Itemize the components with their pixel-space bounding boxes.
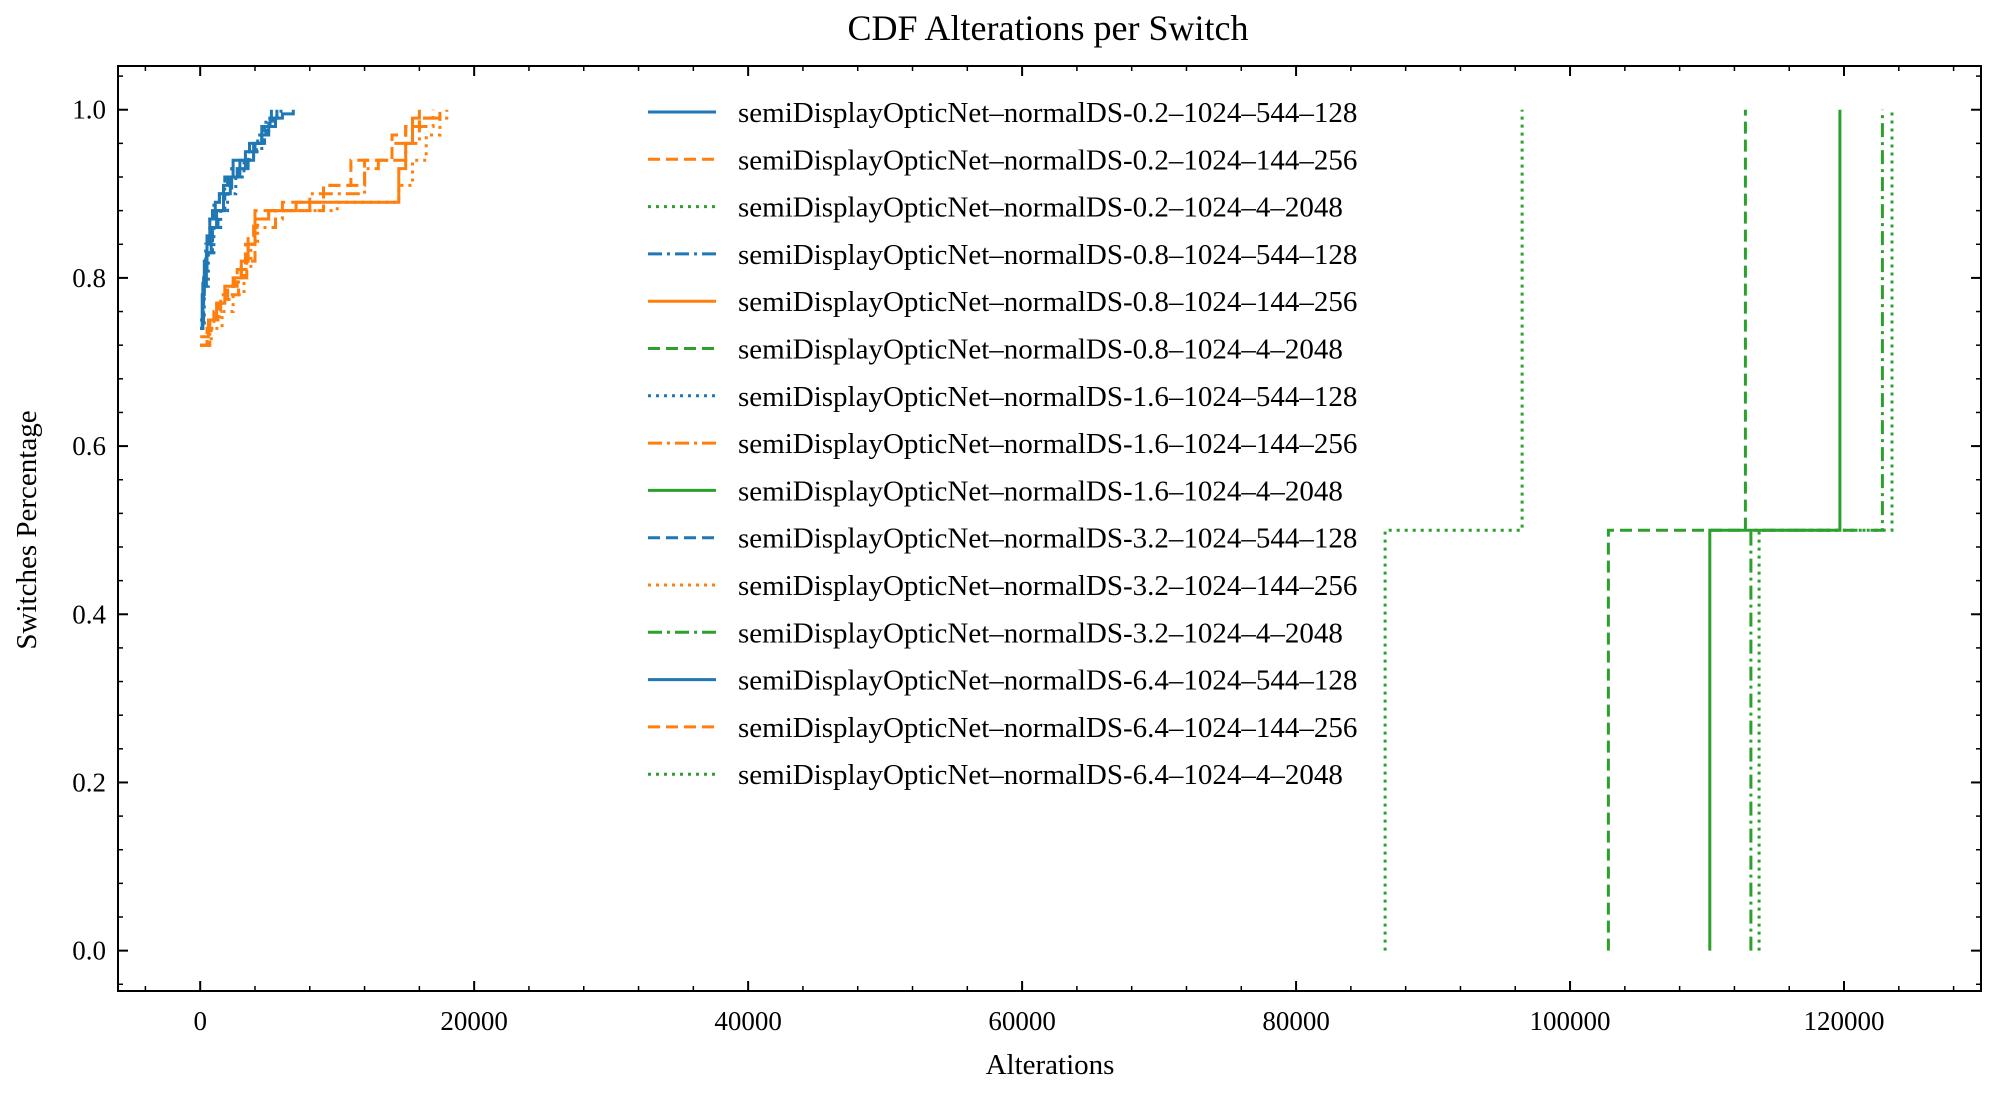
y-tick-label: 0.0 — [72, 936, 106, 966]
series-line-6 — [1606, 109, 1747, 951]
x-tick-label: 80000 — [1262, 1006, 1330, 1036]
chart-title: CDF Alterations per Switch — [848, 8, 1249, 48]
legend-label: semiDisplayOpticNet–normalDS-1.6–1024–4–… — [738, 475, 1343, 507]
legend-label: semiDisplayOpticNet–normalDS-3.2–1024–14… — [738, 570, 1357, 602]
y-axis-label: Switches Percentage — [11, 410, 43, 649]
legend-label: semiDisplayOpticNet–normalDS-3.2–1024–54… — [738, 523, 1357, 555]
series-line-15 — [1757, 109, 1894, 951]
series-line-5 — [200, 109, 421, 339]
legend-label: semiDisplayOpticNet–normalDS-6.4–1024–4–… — [738, 759, 1343, 791]
x-tick-label: 100000 — [1530, 1006, 1611, 1036]
legend-label: semiDisplayOpticNet–normalDS-1.6–1024–14… — [738, 428, 1357, 460]
legend-label: semiDisplayOpticNet–normalDS-0.8–1024–14… — [738, 286, 1357, 318]
y-tick-label: 0.6 — [72, 431, 106, 461]
legend-label: semiDisplayOpticNet–normalDS-0.2–1024–14… — [738, 144, 1357, 176]
y-tick-label: 1.0 — [72, 95, 106, 125]
x-tick-label: 120000 — [1804, 1006, 1885, 1036]
x-tick-label: 0 — [193, 1006, 207, 1036]
y-tick-label: 0.2 — [72, 767, 106, 797]
legend-label: semiDisplayOpticNet–normalDS-1.6–1024–54… — [738, 381, 1357, 413]
plot-frame — [117, 65, 1982, 992]
legend-label: semiDisplayOpticNet–normalDS-6.4–1024–54… — [738, 665, 1357, 697]
series-line-14 — [200, 109, 435, 347]
legend-label: semiDisplayOpticNet–normalDS-0.8–1024–4–… — [738, 334, 1343, 366]
series-line-8 — [200, 109, 442, 347]
legend: semiDisplayOpticNet–normalDS-0.2–1024–54… — [648, 97, 1357, 791]
x-tick-label: 40000 — [714, 1006, 782, 1036]
series-line-13 — [200, 109, 279, 330]
series-line-2 — [200, 109, 435, 347]
series-line-11 — [200, 109, 449, 347]
legend-label: semiDisplayOpticNet–normalDS-0.2–1024–4–… — [738, 192, 1343, 224]
legend-label: semiDisplayOpticNet–normalDS-6.4–1024–14… — [738, 712, 1357, 744]
x-tick-label: 20000 — [440, 1006, 508, 1036]
tick-layer: 0 20000 40000 60000 80000 100000 120000 0.0 0.2 0… — [72, 66, 1981, 1036]
y-tick-label: 0.4 — [72, 599, 106, 629]
legend-label: semiDisplayOpticNet–normalDS-0.8–1024–54… — [738, 239, 1357, 271]
legend-label: semiDisplayOpticNet–normalDS-3.2–1024–4–… — [738, 617, 1343, 649]
series-layer — [200, 109, 1894, 951]
series-line-4 — [200, 109, 273, 322]
legend-label: semiDisplayOpticNet–normalDS-0.2–1024–54… — [738, 97, 1357, 129]
y-tick-label: 0.8 — [72, 263, 106, 293]
series-line-12 — [1749, 109, 1884, 951]
x-axis-label: Alterations — [986, 1049, 1115, 1081]
series-line-3 — [1383, 109, 1524, 951]
x-tick-label: 60000 — [988, 1006, 1056, 1036]
